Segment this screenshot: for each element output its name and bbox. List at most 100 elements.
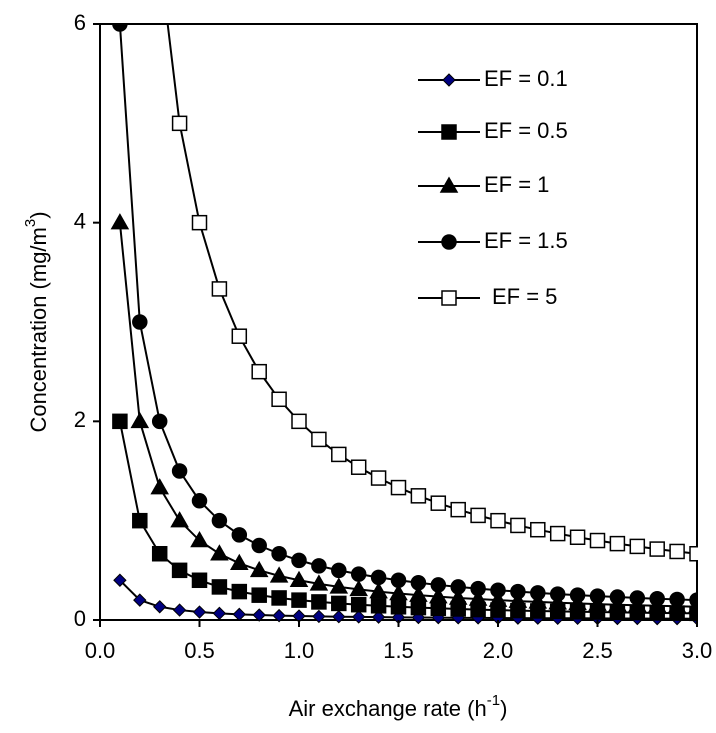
marker — [409, 585, 428, 602]
marker — [331, 595, 347, 612]
marker — [170, 511, 189, 528]
series-line — [166, 23, 698, 555]
marker — [291, 552, 307, 569]
marker — [249, 560, 269, 578]
marker — [589, 532, 606, 549]
marker — [468, 589, 488, 606]
marker — [210, 544, 229, 561]
marker — [390, 479, 407, 496]
marker — [192, 605, 207, 619]
marker — [430, 495, 447, 511]
marker — [171, 115, 188, 132]
marker — [488, 590, 508, 607]
marker — [470, 507, 486, 524]
marker — [113, 573, 127, 587]
marker — [212, 606, 227, 621]
marker — [171, 463, 188, 479]
marker — [450, 501, 466, 518]
marker — [211, 512, 228, 529]
marker — [370, 598, 387, 614]
marker — [390, 572, 407, 589]
marker — [231, 583, 248, 600]
series-line — [118, 23, 698, 602]
marker — [369, 582, 388, 599]
marker — [508, 591, 528, 608]
marker — [309, 574, 329, 591]
marker — [530, 521, 546, 538]
marker — [589, 588, 606, 604]
marker — [171, 562, 188, 579]
marker — [649, 590, 665, 607]
marker — [152, 600, 167, 614]
marker — [133, 593, 147, 607]
marker — [629, 538, 646, 555]
marker — [230, 553, 249, 571]
marker — [350, 459, 367, 475]
legend-label: EF = 5 — [492, 284, 557, 309]
legend-label: EF = 1 — [484, 172, 549, 197]
marker — [329, 577, 349, 594]
x-tick-label: 3.0 — [682, 638, 713, 663]
marker — [191, 572, 208, 589]
marker — [350, 596, 367, 613]
marker — [252, 608, 266, 622]
marker — [251, 537, 267, 554]
marker — [510, 517, 526, 534]
marker — [150, 478, 169, 495]
marker — [351, 610, 366, 624]
y-tick-label: 4 — [74, 208, 86, 233]
x-tick-label: 2.0 — [483, 638, 514, 663]
x-axis-title-text: Air exchange rate (h — [289, 696, 487, 721]
marker — [350, 566, 367, 582]
marker — [289, 570, 309, 588]
legend-marker — [441, 234, 457, 250]
marker — [669, 591, 685, 608]
legend-marker — [441, 290, 457, 306]
marker — [430, 577, 447, 593]
marker — [151, 413, 168, 430]
x-axis-title: Air exchange rate (h-1) — [289, 692, 508, 721]
marker — [112, 23, 128, 32]
marker — [272, 608, 286, 623]
marker — [569, 529, 586, 546]
marker — [112, 413, 128, 430]
marker — [510, 583, 526, 600]
marker — [271, 545, 287, 562]
marker — [609, 589, 626, 605]
marker — [271, 590, 287, 606]
marker — [410, 599, 427, 616]
marker — [528, 592, 548, 609]
y-axis-title-text: Concentration (mg/m — [26, 227, 51, 432]
marker — [429, 587, 448, 604]
marker — [232, 607, 247, 622]
legend-label: EF = 1.5 — [484, 228, 568, 253]
marker — [331, 446, 347, 463]
legend-label: EF = 0.1 — [484, 66, 568, 91]
legend-marker — [442, 73, 456, 87]
marker — [410, 488, 427, 504]
marker — [251, 587, 267, 603]
x-tick-label: 0.5 — [184, 638, 215, 663]
marker — [132, 314, 148, 330]
marker — [251, 363, 267, 380]
marker — [370, 470, 387, 486]
marker — [450, 579, 466, 595]
marker — [370, 569, 387, 586]
marker — [132, 512, 148, 529]
plot-area — [110, 23, 698, 626]
marker — [470, 580, 486, 597]
marker — [549, 586, 566, 602]
marker — [490, 512, 506, 529]
marker — [490, 582, 506, 598]
marker — [669, 543, 685, 560]
marker — [371, 610, 386, 624]
marker — [311, 431, 327, 448]
marker — [349, 579, 368, 597]
marker — [291, 592, 307, 608]
x-tick-label: 0.0 — [85, 638, 116, 663]
marker — [291, 413, 307, 430]
x-tick-label: 1.0 — [284, 638, 315, 663]
y-axis-title: Concentration (mg/m3) — [22, 211, 51, 432]
legend-marker — [439, 176, 459, 193]
x-tick-label: 2.5 — [582, 638, 613, 663]
